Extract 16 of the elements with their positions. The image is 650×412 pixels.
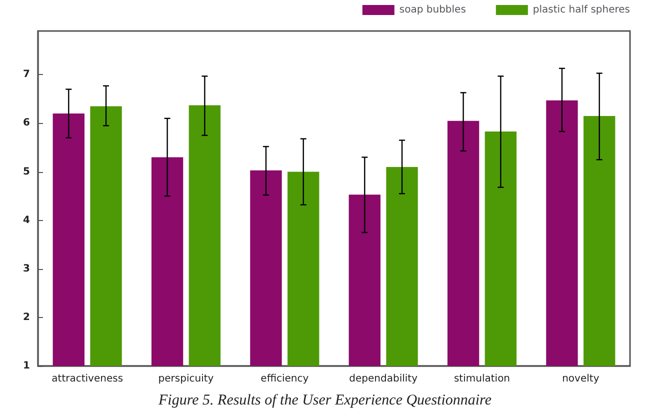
legend-label: soap bubbles [399, 4, 466, 16]
x-tick-label: dependability [349, 374, 418, 384]
legend-label: plastic half spheres [532, 4, 630, 16]
x-tick-label: efficiency [260, 374, 309, 384]
caption: Figure 5. Results of the User Experience Questionnaire [158, 392, 492, 408]
y-tick-label: 7 [23, 69, 30, 80]
x-tick-label: novelty [562, 374, 600, 384]
y-tick-label: 5 [23, 166, 30, 178]
y-tick-label: 4 [23, 214, 30, 226]
y-tick-label: 1 [23, 360, 30, 372]
y-tick-label: 6 [23, 118, 30, 129]
y-tick-label: 3 [23, 263, 30, 274]
y-tick-label: 2 [23, 312, 30, 323]
x-tick-label: attractiveness [52, 374, 124, 384]
x-tick-label: perspicuity [158, 374, 214, 384]
x-tick-label: stimulation [454, 374, 510, 384]
